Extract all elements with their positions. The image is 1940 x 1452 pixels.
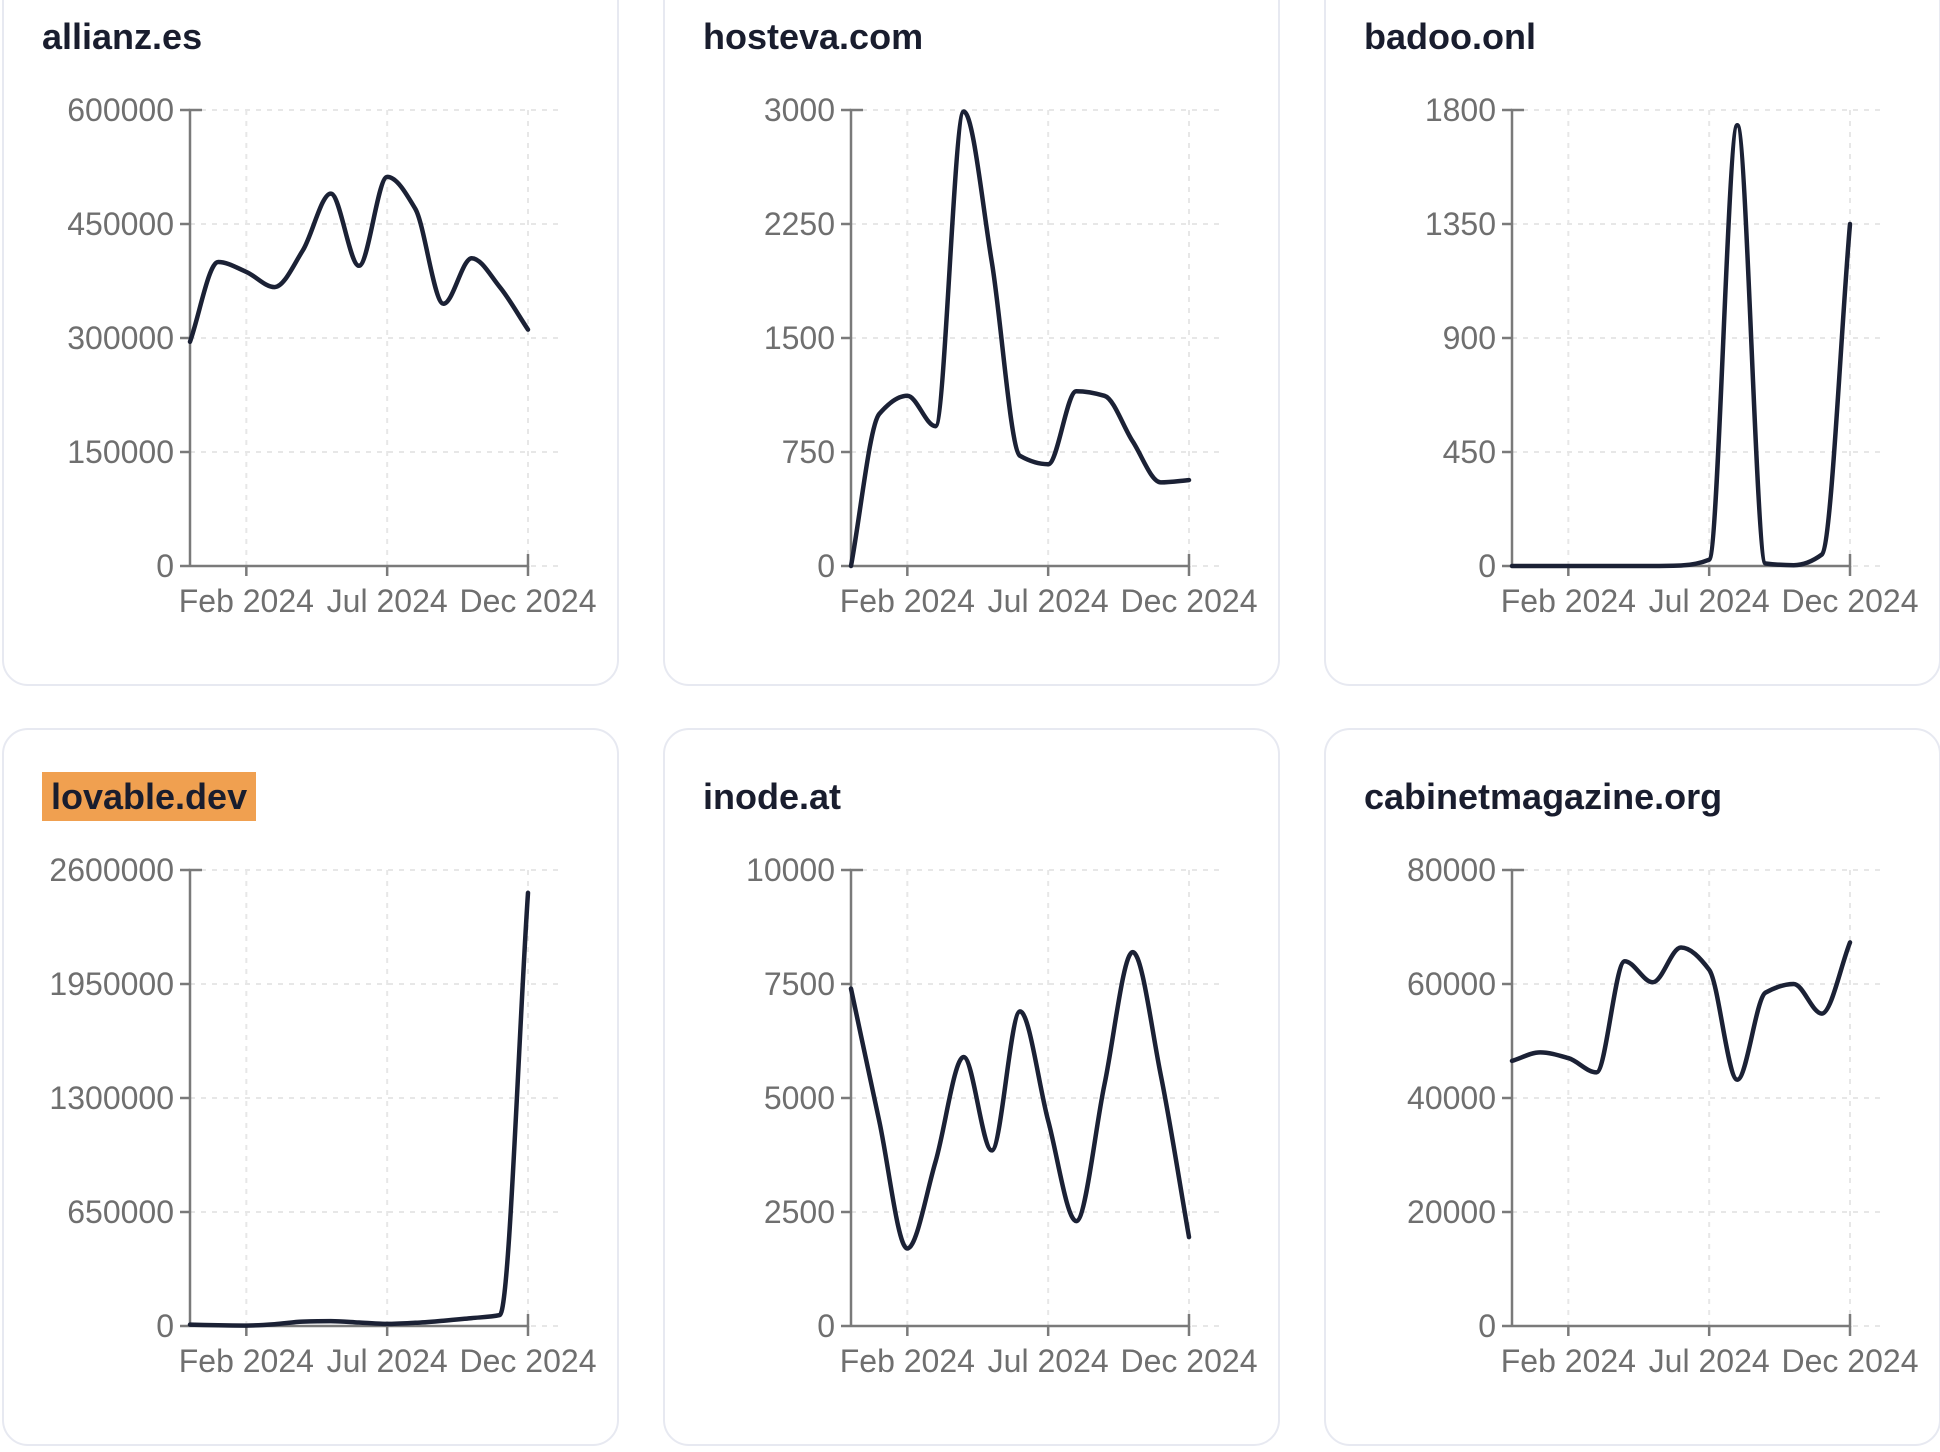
y-axis-tick-label: 2250 [764,206,835,242]
domain-name-label: allianz.es [42,16,203,57]
chart-title: badoo.onl [1364,16,1536,57]
chart-title: cabinetmagazine.org [1364,776,1722,817]
line-chart-canvas: 0 650000 1300000 1950000 2600000 Feb 2024 Jul … [49,852,597,1379]
chart-card: inode.at 0 2500 5000 7500 10000 Feb 2024 Jul 2… [663,728,1280,1446]
data-line [848,109,1192,569]
y-axis-tick-label: 450000 [67,206,174,242]
y-axis-tick-label: 150000 [67,434,174,470]
y-axis-tick-label: 1350 [1425,206,1496,242]
chart-card: hosteva.com 0 750 1500 2250 3000 Feb 2024 Jul … [663,0,1280,686]
x-axis-tick-label: Feb 2024 [1501,1343,1636,1379]
y-axis-tick-label: 2500 [764,1194,835,1230]
x-axis-line [1512,1314,1852,1328]
x-axis-line [190,554,530,568]
chart-title: hosteva.com [703,16,923,57]
y-axis-tick-label: 0 [156,548,174,584]
y-axis-tick-label: 1800 [1425,92,1496,128]
y-axis-tick-label: 0 [817,548,835,584]
y-axis-tick-label: 0 [817,1308,835,1344]
x-axis-tick-label: Jul 2024 [1649,583,1770,619]
y-axis-tick-label: 600000 [67,92,174,128]
line-chart-canvas: 0 450 900 1350 1800 Feb 2024 Jul 2024 Dec 2024 [1425,92,1919,619]
x-axis-tick-label: Feb 2024 [1501,583,1636,619]
x-axis-tick-label: Dec 2024 [1782,1343,1919,1379]
line-chart-canvas: 0 750 1500 2250 3000 Feb 2024 Jul 2024 Dec 2024 [764,92,1258,619]
x-axis-tick-label: Dec 2024 [1121,1343,1258,1379]
y-axis-tick-label: 1300000 [49,1080,174,1116]
domain-name-label: inode.at [703,776,842,817]
domain-name-label: cabinetmagazine.org [1364,776,1723,817]
data-line [1509,122,1853,569]
y-axis-tick-label: 0 [1478,548,1496,584]
x-axis-tick-label: Feb 2024 [840,583,975,619]
chart-title: lovable.dev [42,772,257,821]
line-chart-canvas: 0 20000 40000 60000 80000 Feb 2024 Jul 2024 Dec… [1407,852,1919,1379]
x-axis-line [851,554,1191,568]
data-line [1509,940,1853,1083]
y-axis-tick-label: 80000 [1407,852,1496,888]
y-axis-tick-label: 450 [1443,434,1496,470]
x-axis-tick-label: Dec 2024 [460,1343,597,1379]
x-axis-tick-label: Feb 2024 [840,1343,975,1379]
y-axis-tick-label: 1500 [764,320,835,356]
y-axis-tick-label: 0 [156,1308,174,1344]
x-axis-tick-label: Dec 2024 [1782,583,1919,619]
x-axis-line [851,1314,1191,1328]
x-axis-tick-label: Dec 2024 [1121,583,1258,619]
line-chart-canvas: 0 2500 5000 7500 10000 Feb 2024 Jul 2024 Dec 20… [746,852,1258,1379]
y-axis-tick-label: 7500 [764,966,835,1002]
y-axis-tick-label: 40000 [1407,1080,1496,1116]
x-axis-tick-label: Jul 2024 [327,1343,448,1379]
y-axis-tick-label: 2600000 [49,852,174,888]
chart-card: lovable.dev 0 650000 1300000 1950000 2600000… [2,728,619,1446]
x-axis-tick-label: Feb 2024 [179,583,314,619]
domain-name-label-highlighted: lovable.dev [42,772,257,821]
y-axis-tick-label: 750 [782,434,835,470]
y-axis-tick-label: 20000 [1407,1194,1496,1230]
domain-name-label: hosteva.com [703,16,924,57]
x-axis-tick-label: Feb 2024 [179,1343,314,1379]
chart-card: badoo.onl 0 450 900 1350 1800 Feb 2024 Jul 202… [1324,0,1940,686]
x-axis-tick-label: Dec 2024 [460,583,597,619]
y-axis-tick-label: 1950000 [49,966,174,1002]
line-chart-canvas: 0 150000 300000 450000 600000 Feb 2024 Jul 202… [67,92,597,619]
data-line [187,890,531,1328]
chart-title: allianz.es [42,16,202,57]
y-axis-tick-label: 60000 [1407,966,1496,1002]
domain-name-label: badoo.onl [1364,16,1536,57]
x-axis-tick-label: Jul 2024 [988,1343,1109,1379]
y-axis-tick-label: 650000 [67,1194,174,1230]
y-axis-tick-label: 300000 [67,320,174,356]
y-axis-tick-label: 10000 [746,852,835,888]
y-axis-tick-label: 3000 [764,92,835,128]
chart-card: allianz.es 0 150000 300000 450000 600000 Feb … [2,0,619,686]
x-axis-tick-label: Jul 2024 [988,583,1109,619]
x-axis-tick-label: Jul 2024 [327,583,448,619]
y-axis-tick-label: 0 [1478,1308,1496,1344]
x-axis-tick-label: Jul 2024 [1649,1343,1770,1379]
y-axis-tick-label: 900 [1443,320,1496,356]
chart-title: inode.at [703,776,841,817]
chart-card: cabinetmagazine.org 0 20000 40000 60000 8000… [1324,728,1940,1446]
data-line [848,949,1192,1251]
y-axis-tick-label: 5000 [764,1080,835,1116]
data-line [187,174,531,345]
